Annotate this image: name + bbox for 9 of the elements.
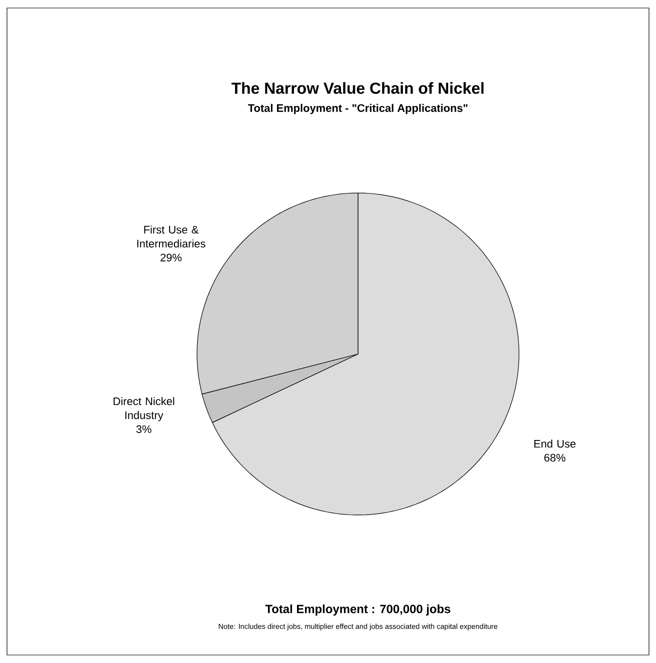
data-label: 29% — [160, 254, 182, 262]
slice-label: Direct Nickel Industry — [114, 397, 174, 422]
data-label: 3% — [136, 425, 152, 434]
data-label: 68% — [544, 454, 566, 462]
slice-label: End Use — [534, 440, 576, 448]
chart-subtitle: Total Employment - "Critical Applications" — [248, 104, 468, 114]
text: Total Employment : 700,000 jobs — [265, 604, 450, 616]
slice-label: First Use & Intermediaries — [137, 226, 206, 248]
chart-title: The Narrow Value Chain of Nickel — [232, 82, 484, 94]
